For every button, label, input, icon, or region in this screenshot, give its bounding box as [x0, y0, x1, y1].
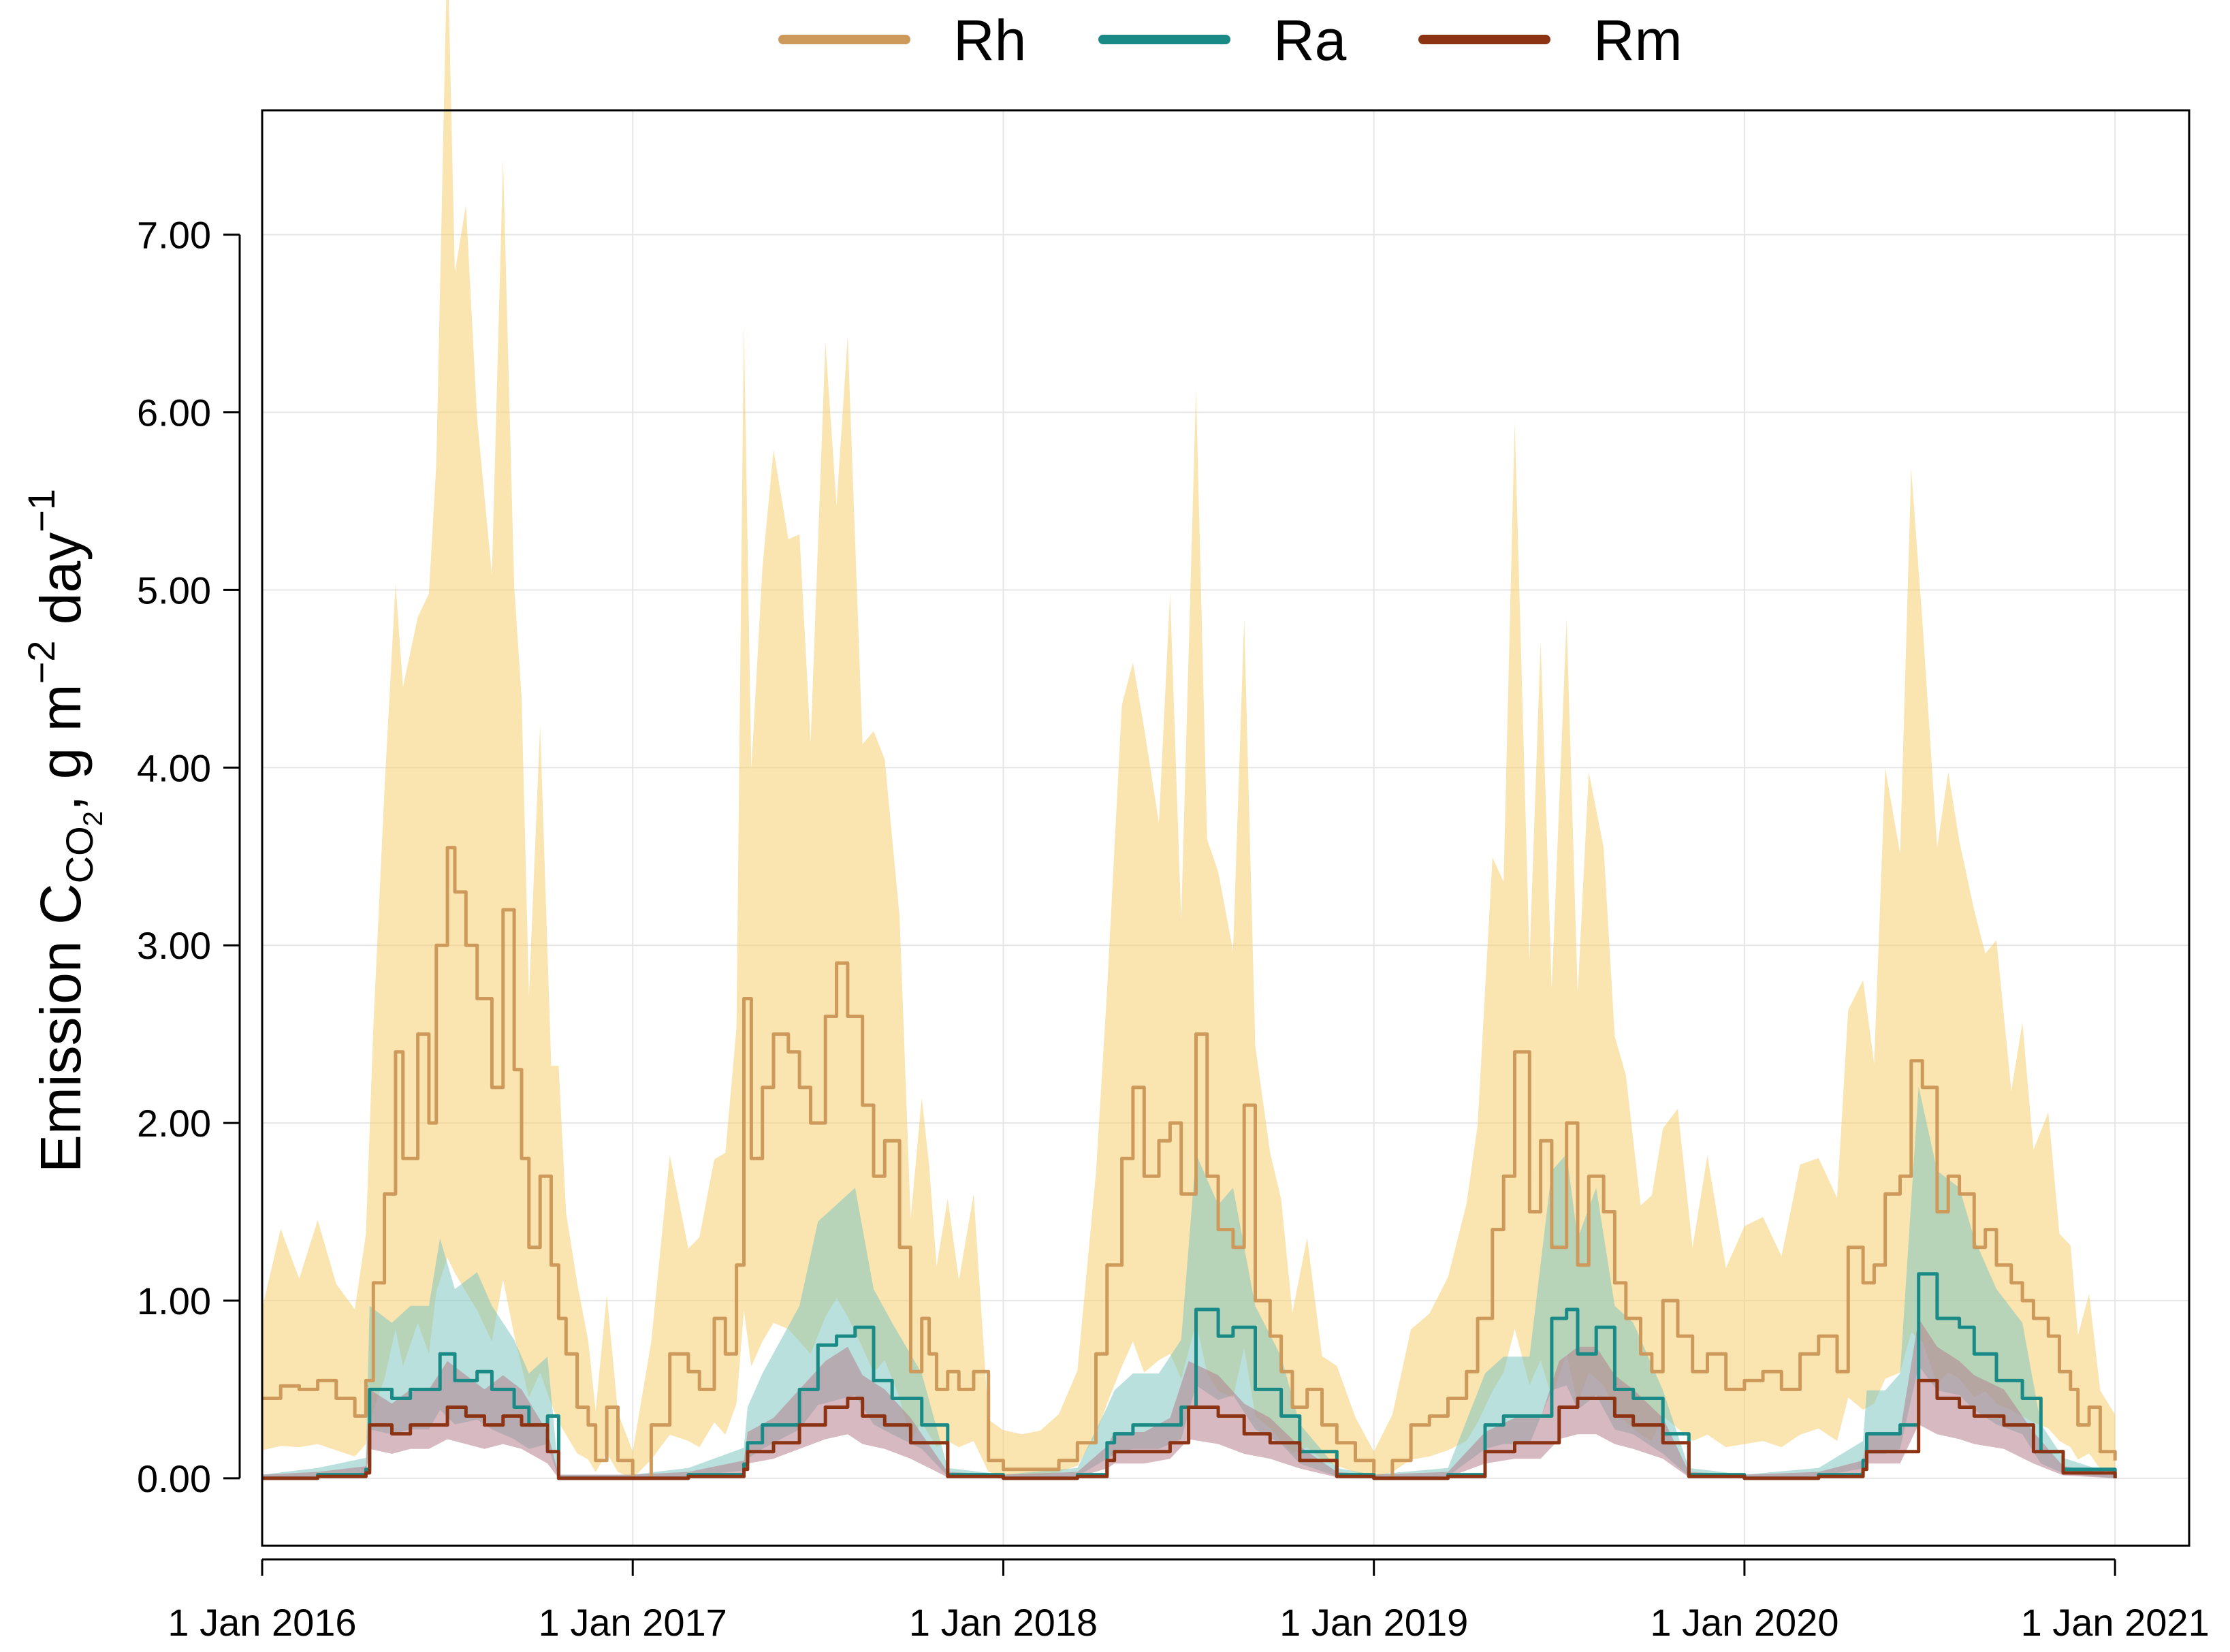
- x-axis: 1 Jan 2016 1 Jan 2017 1 Jan 2018 1 Jan 2019…: [168, 1558, 2210, 1644]
- y-axis-label: Emission CCO2, g m−2 day−1: [20, 489, 108, 1173]
- y-tick-label-7: 7.00: [137, 214, 211, 257]
- y-tick-label-4: 4.00: [137, 746, 211, 789]
- series-line-rm: [262, 1378, 2117, 1480]
- band-ra: [262, 1086, 2116, 1478]
- series-line-rh: [262, 846, 2117, 1480]
- legend: Rh Ra Rm: [778, 8, 1683, 72]
- y-axis-label-exp2: −1: [20, 489, 63, 533]
- y-tick-label-5: 5.00: [137, 569, 211, 611]
- y-tick-label-3: 3.00: [137, 924, 211, 967]
- y-axis-label-exp1: −2: [20, 641, 63, 684]
- y-axis: 0.00 1.00 2.00 3.00 4.00 5.00 6.00 7.00: [137, 214, 241, 1500]
- x-tick-label-5: 1 Jan 2021: [2021, 1601, 2210, 1644]
- x-tick-label-3: 1 Jan 2019: [1279, 1601, 1468, 1644]
- y-axis-label-sub: CO: [58, 826, 101, 883]
- y-axis-label-subsub: 2: [78, 811, 108, 826]
- y-tick-label-1: 1.00: [137, 1280, 211, 1322]
- y-axis-label-unit-lead: , g m: [29, 684, 93, 811]
- y-tick-label-6: 6.00: [137, 392, 211, 434]
- y-axis-label-prefix: Emission C: [29, 883, 93, 1173]
- band-rm: [262, 1318, 2116, 1478]
- band-rh: [262, 0, 2116, 1478]
- x-tick-label-4: 1 Jan 2020: [1650, 1601, 1838, 1644]
- legend-label-rh: Rh: [953, 8, 1026, 72]
- y-tick-label-2: 2.00: [137, 1102, 211, 1145]
- series-lines: [262, 846, 2117, 1480]
- plot-frame: [261, 109, 2191, 1547]
- uncertainty-bands: [262, 0, 2116, 1478]
- legend-label-rm: Rm: [1593, 8, 1683, 72]
- x-tick-label-2: 1 Jan 2018: [909, 1601, 1098, 1644]
- x-tick-label-0: 1 Jan 2016: [168, 1601, 356, 1644]
- x-tick-label-1: 1 Jan 2017: [539, 1601, 727, 1644]
- y-tick-label-0: 0.00: [137, 1457, 211, 1500]
- legend-label-ra: Ra: [1273, 8, 1347, 72]
- y-axis-label-unit-mid: day: [29, 533, 93, 641]
